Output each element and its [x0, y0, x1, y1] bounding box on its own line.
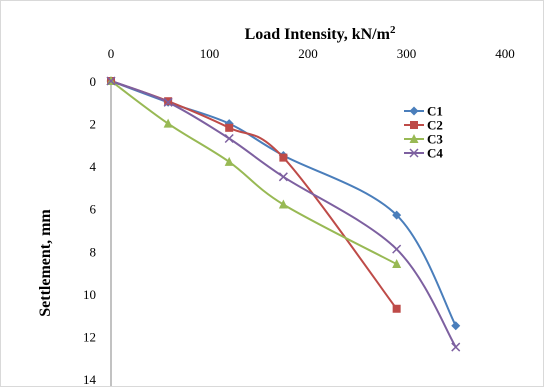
data-point-c3 [278, 199, 288, 209]
y-tick-label: 4 [90, 159, 97, 174]
data-point-c2 [225, 123, 234, 132]
legend-item-c2: C2 [404, 118, 443, 133]
series-line-c2 [110, 80, 398, 310]
data-point-c3 [224, 156, 234, 166]
series-markers [106, 76, 461, 352]
y-tick-label: 6 [90, 202, 97, 217]
legend-item-c3: C3 [404, 132, 443, 147]
series-markers-c4 [106, 76, 461, 352]
data-point-c1 [451, 321, 461, 331]
x-axis-title-superscript: 2 [390, 24, 396, 36]
y-tick-label: 8 [90, 244, 97, 259]
data-point-c2 [164, 97, 173, 106]
legend-item-c4: C4 [404, 146, 443, 161]
legend-marker-c1 [409, 106, 419, 116]
legend-marker-c4 [409, 148, 419, 158]
x-tick-label: 0 [108, 46, 115, 61]
legend-label-c1: C1 [427, 104, 443, 119]
y-tick-label: 12 [83, 329, 96, 344]
legend-item-c1: C1 [404, 104, 443, 119]
y-tick-label: 0 [90, 74, 97, 89]
legend-label-c4: C4 [427, 146, 443, 161]
y-tick-label: 2 [90, 117, 97, 132]
data-point-c4 [392, 244, 402, 254]
legend-marker-c3 [409, 134, 419, 143]
data-point-c4 [451, 342, 461, 352]
x-axis-title: Load Intensity, kN/m2 [245, 24, 396, 43]
y-tick-label: 14 [83, 372, 97, 386]
y-tick-labels: 0 2 4 6 8 10 12 14 [83, 74, 97, 387]
legend-marker-c2 [410, 121, 418, 129]
x-tick-label: 200 [298, 46, 318, 61]
legend-label-c2: C2 [427, 118, 443, 133]
data-point-c4 [278, 172, 288, 182]
series-line-c3 [110, 80, 398, 265]
x-tick-label: 100 [200, 46, 220, 61]
series-lines [110, 80, 457, 348]
y-axis-title: Settlement, mm [37, 209, 54, 317]
data-point-c4 [106, 76, 116, 86]
data-point-c4 [224, 133, 234, 144]
x-tick-label: 300 [397, 46, 417, 61]
y-tick-label: 10 [83, 287, 96, 302]
data-point-c2 [279, 153, 288, 162]
data-point-c3 [392, 259, 402, 269]
data-point-c4 [163, 97, 173, 107]
legend-label-c3: C3 [427, 132, 443, 147]
series-markers-c3 [106, 76, 402, 269]
svg-text:Load Intensity, kN/m2: Load Intensity, kN/m2 [245, 24, 396, 43]
x-axis-title-text: Load Intensity, kN/m [245, 26, 391, 43]
x-tick-labels: 0 100 200 300 400 [108, 46, 515, 61]
x-tick-label: 400 [495, 46, 515, 61]
data-point-c1 [392, 210, 402, 220]
data-point-c2 [392, 304, 401, 313]
data-point-c3 [163, 118, 173, 128]
